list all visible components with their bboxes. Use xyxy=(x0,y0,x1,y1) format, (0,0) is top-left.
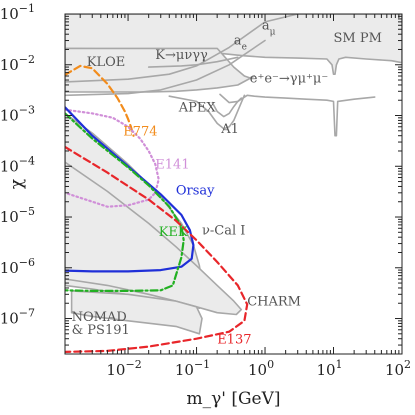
x-tick-label: 102 xyxy=(385,358,411,379)
label-e137: E137 xyxy=(217,333,251,348)
label-apex: APEX xyxy=(178,101,217,116)
x-tick-label: 10−1 xyxy=(175,358,210,379)
label-nu-cal: ν-Cal I xyxy=(202,224,245,239)
y-tick-label: 10−2 xyxy=(0,53,35,74)
curve-e141 xyxy=(65,108,160,208)
curve-apex xyxy=(211,97,243,118)
y-tick-label: 10−1 xyxy=(0,2,35,23)
y-axis-label: χ xyxy=(7,179,27,189)
x-axis-label: m_γ' [GeV] xyxy=(186,389,280,409)
label-orsay: Orsay xyxy=(176,183,215,198)
label-kloe: KLOE xyxy=(87,55,126,70)
y-tick-label: 10−4 xyxy=(0,154,35,175)
bound-curves xyxy=(65,14,376,353)
axis-ticks xyxy=(65,14,402,355)
label-nomad: NOMAD xyxy=(72,310,127,325)
x-tick-label: 101 xyxy=(316,358,342,379)
y-tick-label: 10−6 xyxy=(0,256,35,277)
y-tick-label: 10−5 xyxy=(0,205,35,226)
curve-a-e xyxy=(65,39,266,97)
curve-a1 xyxy=(168,94,246,130)
curve-k xyxy=(147,56,239,68)
label-ps191: & PS191 xyxy=(72,323,130,338)
y-tick-label: 10−7 xyxy=(0,307,35,328)
x-tick-label: 100 xyxy=(248,358,274,379)
region-charm xyxy=(65,161,243,316)
label-ee-gmumu: e⁺e⁻→γμ⁺μ⁻ xyxy=(250,71,328,86)
label-e774: E774 xyxy=(123,125,157,140)
label-a-e-sub: e xyxy=(242,43,247,53)
label-a1: A1 xyxy=(220,122,239,137)
label-e141: E141 xyxy=(155,158,189,173)
y-tick-label: 10−3 xyxy=(0,104,35,125)
curve-e774 xyxy=(65,64,135,137)
label-kek: KEK xyxy=(159,225,188,240)
curve-a xyxy=(65,14,299,83)
curve-e137 xyxy=(65,145,249,353)
plot-frame xyxy=(64,13,403,355)
label-a-mu-sub: μ xyxy=(270,27,276,37)
label-k-mu-nu: K→μνγγ xyxy=(155,48,208,63)
region-nomad-ps191 xyxy=(70,290,203,335)
label-sm-pm: SM PM xyxy=(334,31,382,46)
x-tick-label: 10−2 xyxy=(106,358,141,379)
curve-kek xyxy=(65,112,185,292)
label-charm: CHARM xyxy=(247,295,301,310)
